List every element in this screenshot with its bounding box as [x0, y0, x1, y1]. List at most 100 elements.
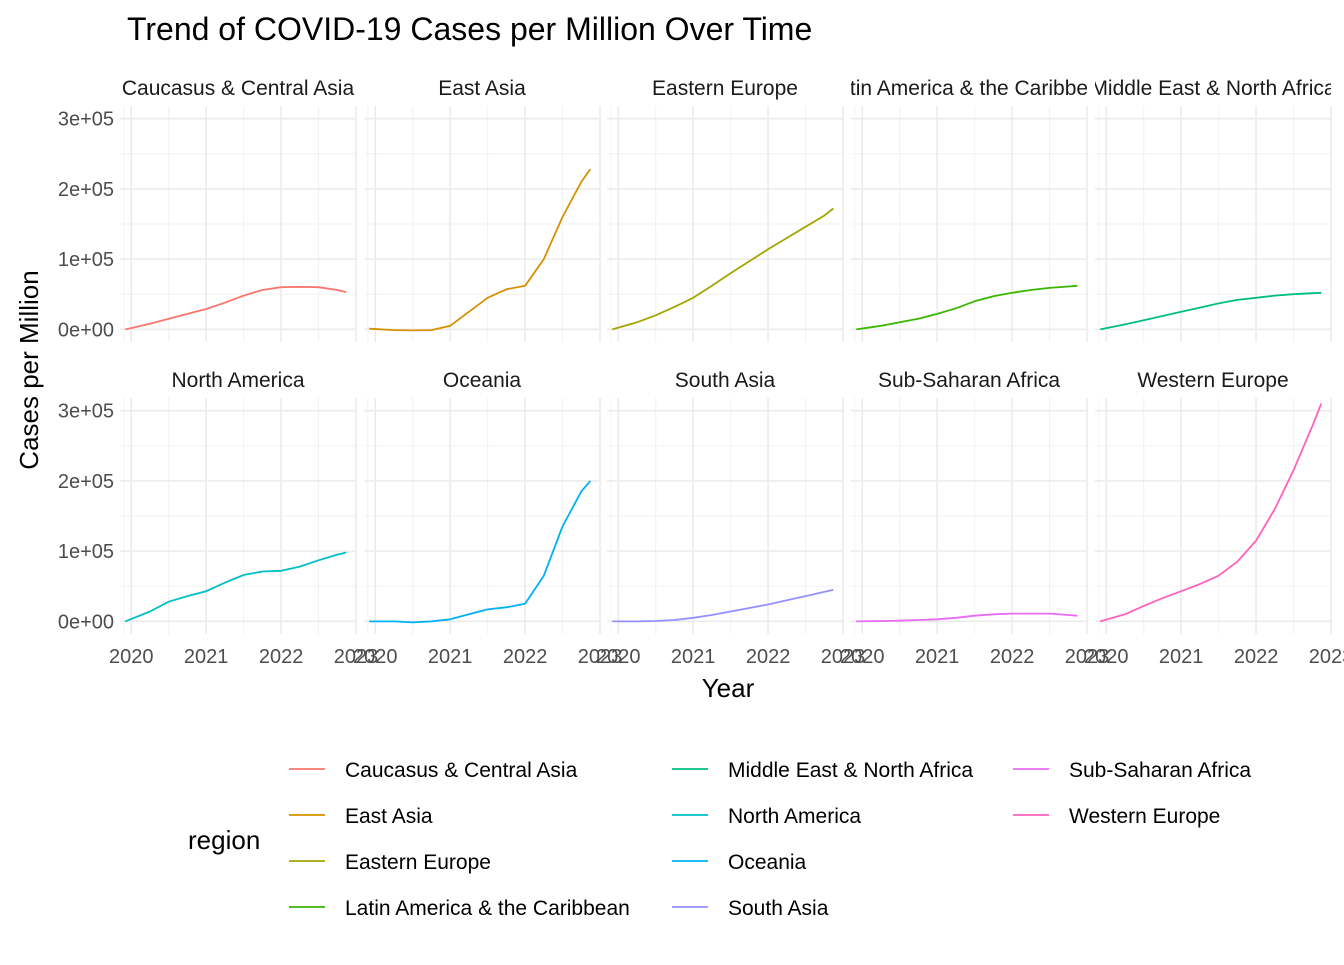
legend-item-south-asia: South Asia — [672, 897, 829, 920]
legend-item-sub-saharan-africa: Sub-Saharan Africa — [1013, 759, 1251, 782]
major-gridlines — [120, 106, 357, 342]
strip-label-east-asia: East Asia — [438, 77, 526, 100]
x-tick-label: 2022 — [1234, 646, 1279, 668]
x-tick-label: 2021 — [428, 646, 473, 668]
y-tick-label: 2e+05 — [58, 471, 114, 493]
legend-item-caucasus-and-central-asia: Caucasus & Central Asia — [289, 759, 578, 782]
x-tick-label: 2023 — [1309, 646, 1344, 668]
strip-label-sub-saharan-africa: Sub-Saharan Africa — [878, 369, 1060, 392]
legend-item-latin-america-and-the-caribbean: Latin America & the Caribbean — [289, 897, 630, 920]
legend: Caucasus & Central Asia East Asia Eastern … — [289, 759, 1251, 920]
x-tick-label: 2022 — [503, 646, 548, 668]
x-tick-label: 2020 — [109, 646, 154, 668]
y-tick-label: 3e+05 — [58, 401, 114, 423]
minor-gridlines — [120, 398, 356, 634]
legend-label-caucasus-and-central-asia: Caucasus & Central Asia — [345, 759, 578, 782]
strip-label-western-europe: Western Europe — [1137, 369, 1288, 392]
legend-label-latin-america-and-the-caribbean: Latin America & the Caribbean — [345, 897, 630, 920]
minor-gridlines — [1095, 106, 1331, 342]
x-tick-label: 2023 — [821, 646, 866, 668]
x-tick-label: 2023 — [334, 646, 379, 668]
minor-gridlines — [364, 398, 600, 634]
strip-label-south-asia: South Asia — [675, 369, 776, 392]
x-tick-label: 2020 — [596, 646, 641, 668]
x-tick-label: 2021 — [671, 646, 716, 668]
minor-gridlines — [851, 106, 1087, 342]
panel-western-europe: Western Europe 2020 2021 2022 2023 — [1084, 369, 1344, 668]
panel-north-america: North America 0e+00 1e+05 2e+05 3e+05 2020 202… — [58, 369, 378, 668]
strip-label-latin-america-and-the-caribbean: Latin America & the Caribbean — [827, 77, 1112, 100]
series-line-south-asia — [612, 588, 834, 623]
x-tick-label: 2021 — [184, 646, 229, 668]
strip-label-eastern-europe: Eastern Europe — [652, 77, 798, 100]
series-line-caucasus-and-central-asia — [124, 285, 347, 331]
major-gridlines — [1095, 106, 1332, 342]
panel-latin-america-and-the-caribbean: Latin America & the Caribbean — [827, 77, 1112, 342]
panel-south-asia: South Asia 2020 2021 2022 2023 — [596, 369, 865, 668]
legend-item-oceania: Oceania — [672, 851, 807, 874]
x-tick-label: 2020 — [1084, 646, 1129, 668]
chart-title: Trend of COVID-19 Cases per Million Over… — [127, 11, 812, 47]
x-tick-label: 2022 — [746, 646, 791, 668]
y-tick-label: 1e+05 — [58, 249, 114, 271]
strip-label-middle-east-and-north-africa: Middle East & North Africa — [1090, 77, 1335, 100]
facet-grid: Caucasus & Central Asia 0e+00 1e+05 2e+05 3e… — [58, 77, 1344, 668]
series-line-western-europe — [1099, 403, 1323, 623]
legend-label-oceania: Oceania — [728, 851, 807, 874]
legend-label-sub-saharan-africa: Sub-Saharan Africa — [1069, 759, 1251, 782]
minor-gridlines — [851, 398, 1087, 634]
legend-item-western-europe: Western Europe — [1013, 805, 1220, 828]
series-line-middle-east-and-north-africa — [1100, 291, 1322, 331]
x-tick-label: 2022 — [259, 646, 304, 668]
panel-caucasus-and-central-asia: Caucasus & Central Asia 0e+00 1e+05 2e+05 3e… — [58, 77, 357, 342]
y-tick-label: 1e+05 — [58, 541, 114, 563]
series-line-latin-america-and-the-caribbean — [856, 284, 1078, 331]
minor-gridlines — [607, 398, 843, 634]
x-tick-label: 2023 — [1065, 646, 1110, 668]
strip-label-north-america: North America — [171, 369, 304, 392]
legend-item-middle-east-and-north-africa: Middle East & North Africa — [672, 759, 973, 782]
minor-gridlines — [120, 106, 356, 342]
legend-label-western-europe: Western Europe — [1069, 805, 1220, 828]
strip-label-caucasus-and-central-asia: Caucasus & Central Asia — [122, 77, 355, 100]
major-gridlines — [120, 398, 357, 634]
x-axis-title: Year — [702, 673, 755, 703]
legend-label-east-asia: East Asia — [345, 805, 433, 828]
y-tick-label: 0e+00 — [58, 319, 114, 341]
legend-title: region — [188, 825, 260, 855]
strip-label-oceania: Oceania — [443, 369, 522, 392]
legend-label-eastern-europe: Eastern Europe — [345, 851, 491, 874]
panel-eastern-europe: Eastern Europe — [607, 77, 844, 342]
minor-gridlines — [607, 106, 843, 342]
y-axis-title: Cases per Million — [14, 270, 44, 469]
x-tick-label: 2021 — [1159, 646, 1204, 668]
minor-gridlines — [364, 106, 600, 342]
minor-gridlines — [1095, 398, 1331, 634]
x-tick-label: 2022 — [990, 646, 1035, 668]
series-line-east-asia — [369, 168, 592, 332]
x-tick-label: 2020 — [840, 646, 885, 668]
major-gridlines — [607, 106, 844, 342]
major-gridlines — [851, 106, 1088, 342]
legend-label-south-asia: South Asia — [728, 897, 829, 920]
panel-sub-saharan-africa: Sub-Saharan Africa 2020 2021 2022 2023 — [840, 369, 1109, 668]
series-line-north-america — [124, 551, 347, 623]
y-tick-label: 2e+05 — [58, 179, 114, 201]
panel-east-asia: East Asia — [364, 77, 601, 342]
x-tick-label: 2023 — [578, 646, 623, 668]
series-line-eastern-europe — [611, 207, 834, 331]
legend-item-north-america: North America — [672, 805, 861, 828]
x-tick-label: 2021 — [915, 646, 960, 668]
legend-item-east-asia: East Asia — [289, 805, 433, 828]
legend-label-north-america: North America — [728, 805, 861, 828]
series-line-sub-saharan-africa — [856, 612, 1078, 623]
major-gridlines — [1095, 398, 1332, 634]
legend-label-middle-east-and-north-africa: Middle East & North Africa — [728, 759, 973, 782]
major-gridlines — [607, 398, 844, 634]
panel-middle-east-and-north-africa: Middle East & North Africa — [1090, 77, 1335, 342]
y-tick-label: 3e+05 — [58, 109, 114, 131]
legend-item-eastern-europe: Eastern Europe — [289, 851, 491, 874]
series-line-oceania — [369, 480, 591, 624]
